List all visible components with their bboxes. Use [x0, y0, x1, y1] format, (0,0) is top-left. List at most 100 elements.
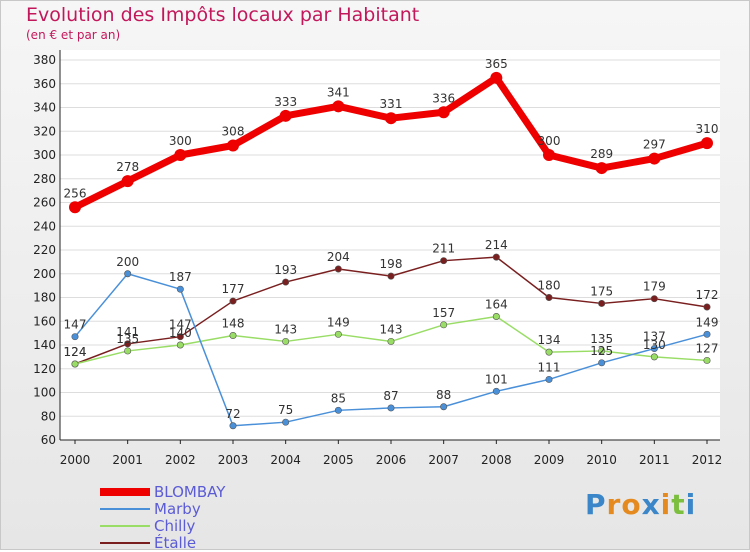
series-layer	[69, 71, 713, 430]
logo-letter: P	[585, 488, 607, 521]
data-label: 214	[485, 238, 508, 252]
legend-swatch	[100, 525, 150, 527]
line-chart: 60 80 100 120 140 160 180 200 220 240 260 280 300 320…	[33, 50, 723, 467]
logo-letter: i	[660, 488, 672, 521]
data-label: 125	[590, 344, 613, 358]
logo-letter: r	[606, 488, 622, 521]
data-label: 333	[274, 95, 297, 109]
data-label: 341	[327, 85, 350, 99]
data-label: 140	[169, 326, 192, 340]
logo-letter: t	[671, 488, 686, 521]
data-label: 147	[169, 318, 192, 332]
data-point	[176, 285, 184, 293]
y-tick-label: 360	[33, 77, 56, 91]
data-point	[124, 340, 132, 348]
data-point	[440, 403, 448, 411]
data-label: 88	[436, 388, 451, 402]
legend-label: Chilly	[154, 517, 196, 535]
data-point	[703, 356, 711, 364]
data-label: 193	[274, 263, 297, 277]
data-label: 127	[696, 341, 719, 355]
data-label: 300	[538, 134, 561, 148]
y-tick-label: 140	[33, 338, 56, 352]
data-point	[334, 406, 342, 414]
x-tick-label: 2000	[60, 453, 91, 467]
data-label: 187	[169, 270, 192, 284]
data-point	[701, 137, 713, 150]
y-tick-label: 60	[41, 433, 56, 447]
data-point	[69, 201, 81, 214]
data-label: 134	[538, 333, 561, 347]
data-label: 278	[116, 160, 139, 174]
data-label: 175	[590, 284, 613, 298]
data-label: 135	[590, 332, 613, 346]
y-tick-label: 160	[33, 314, 56, 328]
proxiti-logo: Proxiti	[585, 488, 696, 521]
legend-label: Marby	[154, 500, 201, 518]
data-point	[545, 375, 553, 383]
data-point	[387, 337, 395, 345]
data-label: 148	[222, 317, 245, 331]
chart-title: Evolution des Impôts locaux par Habitant	[26, 4, 420, 26]
data-label: 177	[222, 282, 245, 296]
data-point	[703, 303, 711, 311]
data-point	[387, 272, 395, 280]
data-point	[650, 353, 658, 361]
data-point	[282, 278, 290, 286]
data-point	[176, 341, 184, 349]
data-point	[334, 265, 342, 273]
data-label: 310	[696, 122, 719, 136]
data-point	[440, 257, 448, 265]
y-tick-label: 240	[33, 219, 56, 233]
legend-swatch	[100, 542, 150, 544]
data-point	[648, 152, 661, 165]
y-tick-label: 80	[41, 409, 56, 423]
data-label: 111	[538, 360, 561, 374]
legend-swatch	[100, 508, 150, 510]
data-point	[492, 387, 500, 395]
data-label: 180	[538, 279, 561, 293]
legend-swatch	[100, 488, 150, 496]
logo-letter: x	[641, 488, 661, 521]
data-point	[334, 330, 342, 338]
data-label: 172	[696, 288, 719, 302]
y-tick-label: 340	[33, 101, 56, 115]
axes	[59, 50, 720, 444]
logo-letter: i	[685, 488, 697, 521]
data-label: 143	[274, 322, 297, 336]
y-tick-label: 260	[33, 196, 56, 210]
data-label: 149	[327, 315, 350, 329]
data-label: 289	[590, 147, 613, 161]
x-tick-label: 2002	[165, 453, 196, 467]
data-point	[71, 333, 79, 341]
y-tick-label: 200	[33, 267, 56, 281]
y-tick-label: 280	[33, 172, 56, 186]
data-point	[229, 297, 237, 305]
data-label: 256	[64, 186, 87, 200]
data-label: 75	[278, 403, 293, 417]
x-tick-label: 2009	[534, 453, 565, 467]
data-point	[545, 348, 553, 356]
data-point	[229, 422, 237, 430]
x-tick-label: 2001	[112, 453, 143, 467]
data-label: 143	[380, 322, 403, 336]
data-point	[437, 106, 450, 119]
data-point	[387, 404, 395, 412]
x-tick-label: 2012	[692, 453, 723, 467]
data-label: 85	[331, 391, 346, 405]
data-point	[492, 253, 500, 261]
data-label: 297	[643, 138, 666, 152]
data-point	[121, 175, 134, 188]
legend-label: BLOMBAY	[154, 483, 226, 501]
data-label: 331	[380, 97, 403, 111]
y-tick-label: 120	[33, 362, 56, 376]
x-axis-ticks: 2000 2001 2002 2003 2004 2005 2006 2007 2008 2009…	[60, 453, 723, 467]
y-axis-ticks: 60 80 100 120 140 160 180 200 220 240 260 280 300 320…	[33, 53, 56, 447]
data-label: 179	[643, 280, 666, 294]
data-label: 198	[380, 257, 403, 271]
data-label: 124	[64, 345, 87, 359]
data-point	[282, 337, 290, 345]
data-point	[703, 330, 711, 338]
data-point	[650, 345, 658, 353]
data-point	[124, 270, 132, 278]
